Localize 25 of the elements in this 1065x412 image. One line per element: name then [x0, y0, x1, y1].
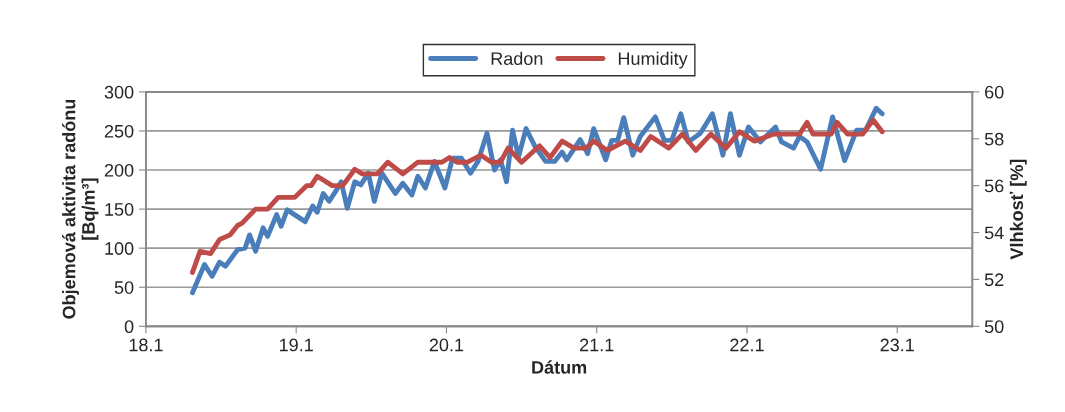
- x-tick-label: 20.1: [429, 338, 464, 352]
- y-tick-label: 100: [105, 242, 134, 255]
- x-axis-title: Dátum: [532, 360, 587, 374]
- y2-tick-label: 60: [985, 85, 1004, 99]
- y2-tick-label: 50: [984, 320, 1004, 334]
- y2-tick-label: 58: [984, 132, 1004, 146]
- legend-label: Radon: [491, 51, 543, 66]
- y-tick-label: 150: [105, 203, 134, 216]
- x-tick-label: 18.1: [129, 338, 163, 352]
- y-tick-label: 300: [104, 85, 134, 99]
- y2-tick-label: 56: [984, 179, 1004, 193]
- x-tick-label: 21.1: [580, 338, 614, 352]
- y2-tick-label: 54: [984, 226, 1004, 240]
- x-tick-label: 22.1: [730, 338, 764, 352]
- y-tick-label: 50: [114, 281, 134, 294]
- y2-tick-label: 52: [984, 273, 1004, 287]
- x-tick-label: 23.1: [880, 338, 914, 352]
- y-tick-label: 0: [124, 320, 134, 334]
- x-tick-label: 19.1: [279, 338, 313, 352]
- y-axis-title: Objemová aktivita radónu [Bq/m³]: [61, 99, 99, 319]
- line-series: [190, 117, 885, 275]
- y2-axis-title: Vlhkosť [%]: [1009, 159, 1027, 260]
- legend-label: Humidity: [618, 51, 688, 69]
- y-tick-label: 250: [104, 124, 134, 138]
- y-tick-label: 200: [104, 163, 134, 177]
